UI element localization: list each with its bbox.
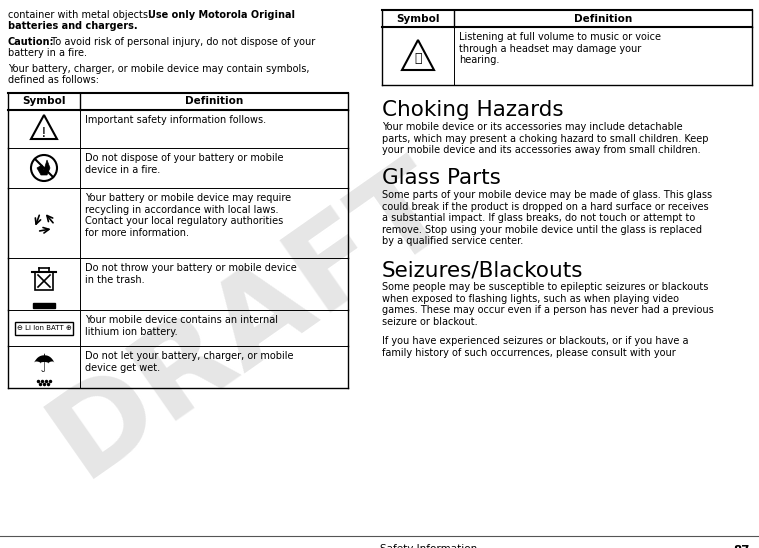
Bar (8, 93, 348, 110)
Text: Symbol: Symbol (22, 96, 66, 106)
Text: Some people may be susceptible to epileptic seizures or blackouts
when exposed t: Some people may be susceptible to epilep… (382, 282, 713, 327)
Text: Glass Parts: Glass Parts (382, 168, 501, 188)
Bar (15, 322, 73, 334)
Text: Important safety information follows.: Important safety information follows. (85, 115, 266, 125)
Text: Do not let your battery, charger, or mobile
device get wet.: Do not let your battery, charger, or mob… (85, 351, 294, 373)
Text: Do not dispose of your battery or mobile
device in a fire.: Do not dispose of your battery or mobile… (85, 153, 284, 175)
Text: !: ! (41, 126, 47, 140)
Text: Safety Information: Safety Information (380, 544, 477, 548)
Text: Caution:: Caution: (8, 37, 55, 47)
Text: Listening at full volume to music or voice
through a headset may damage your
hea: Listening at full volume to music or voi… (459, 32, 661, 65)
Text: 👂: 👂 (414, 53, 422, 66)
Text: ☂: ☂ (33, 353, 55, 377)
Text: Definition: Definition (185, 96, 243, 106)
Text: container with metal objects.: container with metal objects. (8, 10, 154, 20)
Text: 87: 87 (734, 544, 750, 548)
Text: If you have experienced seizures or blackouts, or if you have a
family history o: If you have experienced seizures or blac… (382, 336, 688, 358)
Text: Do not throw your battery or mobile device
in the trash.: Do not throw your battery or mobile devi… (85, 263, 297, 284)
Text: ⊖ Li Ion BATT ⊕: ⊖ Li Ion BATT ⊕ (17, 325, 71, 331)
Text: Definition: Definition (574, 14, 632, 24)
Text: To avoid risk of personal injury, do not dispose of your: To avoid risk of personal injury, do not… (48, 37, 315, 47)
Text: Seizures/Blackouts: Seizures/Blackouts (382, 260, 584, 280)
Text: Your battery or mobile device may require
recycling in accordance with local law: Your battery or mobile device may requir… (85, 193, 291, 238)
Text: Your mobile device or its accessories may include detachable
parts, which may pr: Your mobile device or its accessories ma… (382, 122, 708, 155)
Text: Use only Motorola Original: Use only Motorola Original (148, 10, 295, 20)
Text: Your battery, charger, or mobile device may contain symbols,: Your battery, charger, or mobile device … (8, 64, 310, 74)
Text: Choking Hazards: Choking Hazards (382, 100, 564, 120)
Bar (35, 272, 53, 290)
Text: defined as follows:: defined as follows: (8, 75, 99, 85)
Polygon shape (37, 160, 50, 175)
Text: Symbol: Symbol (396, 14, 439, 24)
Text: DRAFT: DRAFT (29, 141, 471, 499)
Text: Some parts of your mobile device may be made of glass. This glass
could break if: Some parts of your mobile device may be … (382, 190, 712, 247)
Text: batteries and chargers.: batteries and chargers. (8, 21, 137, 31)
Bar (33, 303, 55, 308)
Text: Your mobile device contains an internal
lithium ion battery.: Your mobile device contains an internal … (85, 315, 278, 336)
Bar (382, 10, 752, 27)
Text: battery in a fire.: battery in a fire. (8, 48, 87, 58)
